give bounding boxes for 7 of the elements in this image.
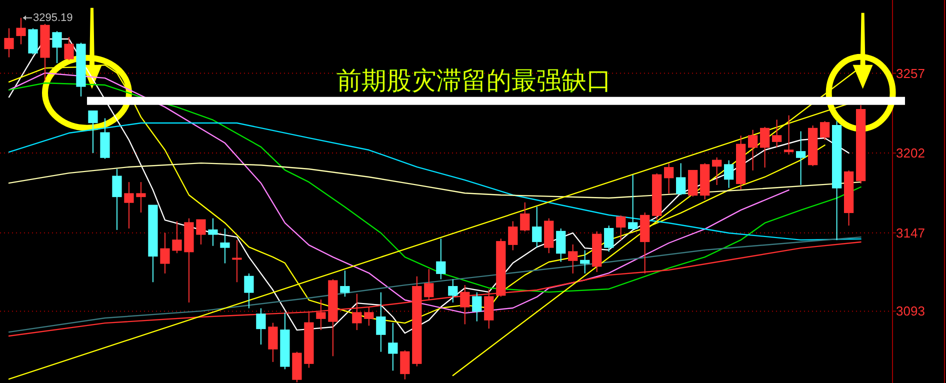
annotation: 3295.19	[22, 12, 73, 24]
y-tick-label: 3093	[896, 304, 925, 319]
y-tick-label: 3202	[896, 146, 925, 161]
y-tick-label: 3257	[896, 66, 925, 81]
y-tick-label: 3147	[896, 225, 925, 240]
ref-line-label: 前期股灾滞留的最强缺口	[336, 66, 612, 95]
annotation: 3295.19	[32, 12, 73, 24]
